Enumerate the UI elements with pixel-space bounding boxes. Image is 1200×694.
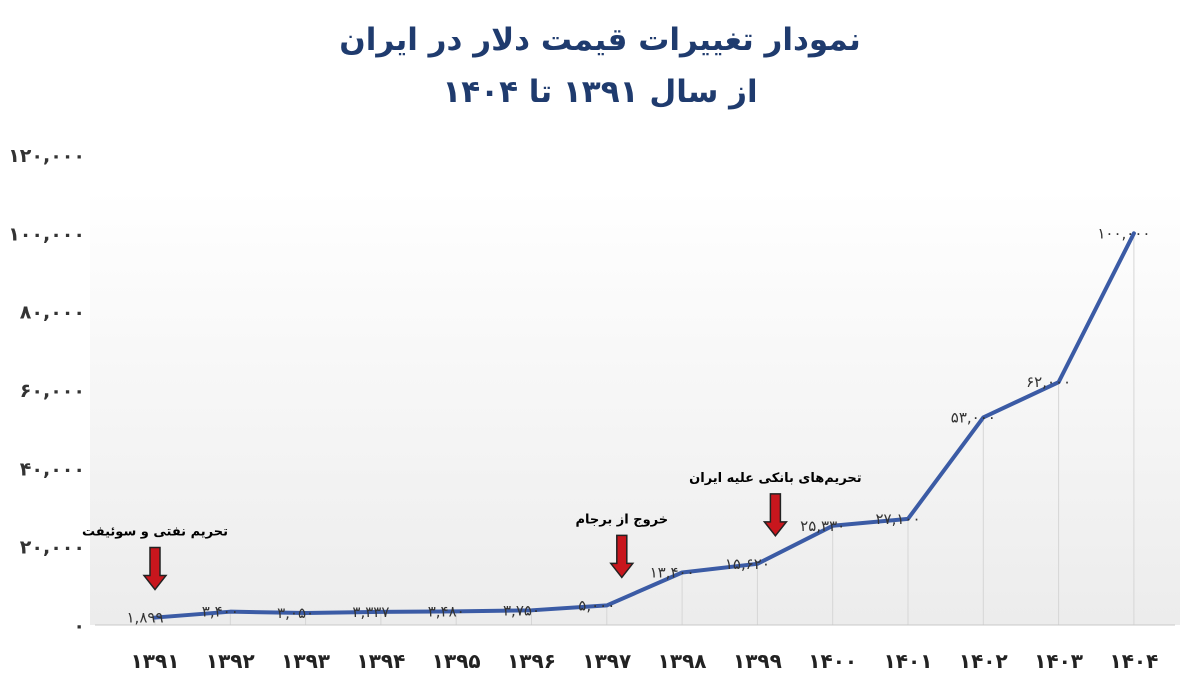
y-tick-label: ۲۰,۰۰۰ xyxy=(20,537,85,559)
x-tick-label: ۱۳۹۹ xyxy=(733,649,782,673)
x-tick-label: ۱۴۰۳ xyxy=(1034,649,1083,673)
data-label: ۲۵,۳۳۰ xyxy=(800,517,845,535)
x-tick-label: ۱۳۹۶ xyxy=(507,649,556,673)
chart-title-line-1: نمودار تغییرات قیمت دلار در ایران xyxy=(339,22,861,58)
annotation-label: تحریم نفتی و سوئیفت xyxy=(82,525,228,540)
data-label: ۳,۴۰۰ xyxy=(202,603,239,621)
plot-background xyxy=(90,190,1180,625)
x-tick-label: ۱۳۹۲ xyxy=(206,649,255,673)
data-label: ۳,۷۵۰ xyxy=(503,601,540,619)
data-label: ۱۰۰,۰۰۰ xyxy=(1097,224,1150,242)
data-label: ۳,۳۳۷ xyxy=(352,603,389,621)
annotation-arrow xyxy=(762,493,788,538)
data-label: ۵۳,۰۰۰ xyxy=(951,408,996,426)
y-tick-label: ۴۰,۰۰۰ xyxy=(20,458,85,480)
x-tick-label: ۱۴۰۴ xyxy=(1109,649,1158,673)
x-tick-label: ۱۳۹۵ xyxy=(432,649,481,673)
annotation-arrow xyxy=(609,534,635,579)
y-tick-label: ۶۰,۰۰۰ xyxy=(20,380,85,402)
y-tick-label: ۱۲۰,۰۰۰ xyxy=(8,145,85,167)
x-tick-label: ۱۳۹۴ xyxy=(356,649,405,673)
x-tick-label: ۱۴۰۰ xyxy=(808,649,857,673)
chart-title-line-2: از سال ۱۳۹۱ تا ۱۴۰۴ xyxy=(442,74,758,110)
x-tick-label: ۱۳۹۳ xyxy=(281,649,330,673)
data-label: ۱۵,۶۲۰ xyxy=(725,555,770,573)
x-tick-label: ۱۴۰۲ xyxy=(959,649,1008,673)
annotation-label: خروج از برجام xyxy=(575,512,668,527)
data-label: ۱۳,۴۰۰ xyxy=(650,564,695,582)
x-tick-label: ۱۳۹۷ xyxy=(582,649,631,673)
data-label: ۵,۰۰۰ xyxy=(578,596,615,614)
y-tick-label: ۸۰,۰۰۰ xyxy=(20,302,85,324)
x-tick-label: ۱۳۹۸ xyxy=(658,649,707,673)
y-tick-label: ۰ xyxy=(73,615,85,637)
data-label: ۶۲,۰۰۰ xyxy=(1026,373,1071,391)
annotation-arrow xyxy=(142,546,168,591)
chart-title: نمودار تغییرات قیمت دلار در ایران از سال… xyxy=(0,14,1200,118)
data-label: ۱,۸۹۹ xyxy=(127,609,164,627)
x-tick-label: ۱۴۰۱ xyxy=(884,649,933,673)
annotation-label: تحریم‌های بانکی علیه ایران xyxy=(689,471,862,486)
x-tick-label: ۱۳۹۱ xyxy=(131,649,180,673)
data-label: ۳,۰۵۰ xyxy=(277,604,314,622)
series-line xyxy=(153,231,1136,620)
y-tick-label: ۱۰۰,۰۰۰ xyxy=(8,223,85,245)
data-label: ۳,۴۸۰ xyxy=(428,602,465,620)
data-label: ۲۷,۱۰۰ xyxy=(875,510,920,528)
